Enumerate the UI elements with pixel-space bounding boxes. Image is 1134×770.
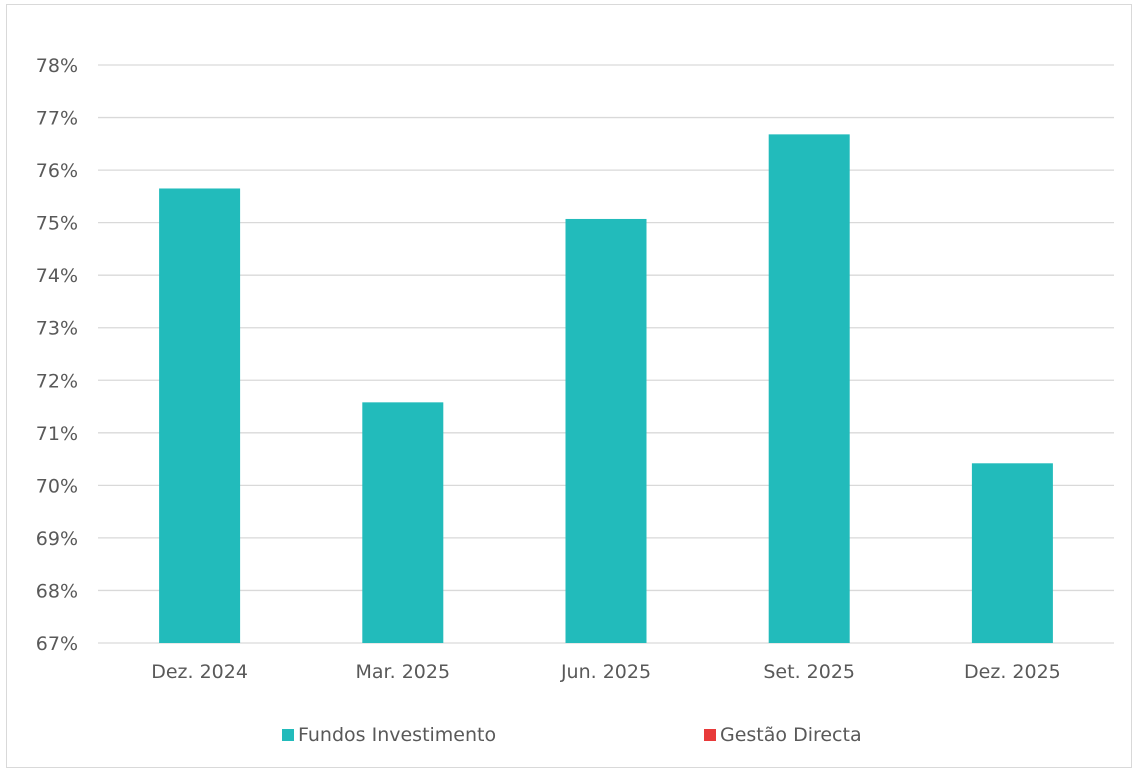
legend-swatch-fundos-investimento: [282, 729, 294, 741]
y-tick-label: 71%: [36, 423, 78, 445]
legend-swatch-gestao-directa: [704, 729, 716, 741]
bar-jun-2025: [565, 218, 647, 643]
y-axis-tick-labels: 67% 68% 69% 70% 71% 72% 73% 74% 75% 76% 77% 78%: [36, 55, 78, 655]
x-tick-label: Jun. 2025: [560, 661, 651, 683]
bar-dez-2025: [971, 463, 1053, 643]
y-tick-label: 68%: [36, 580, 78, 602]
legend-label-fundos-investimento: Fundos Investimento: [298, 724, 497, 746]
x-tick-label: Dez. 2025: [964, 661, 1061, 683]
y-tick-label: 67%: [36, 633, 78, 655]
bar-dez-2024: [159, 188, 241, 643]
x-tick-label: Set. 2025: [763, 661, 855, 683]
x-tick-label: Mar. 2025: [356, 661, 451, 683]
y-tick-label: 77%: [36, 108, 78, 130]
legend-item-gestao-directa: Gestão Directa: [704, 720, 862, 750]
y-tick-label: 73%: [36, 318, 78, 340]
bar-mar-2025: [362, 402, 444, 643]
y-tick-label: 72%: [36, 370, 78, 392]
legend-item-fundos-investimento: Fundos Investimento: [282, 720, 496, 750]
bars: [159, 134, 1053, 644]
legend: Fundos Investimento Gestão Directa: [0, 720, 1134, 750]
x-tick-label: Dez. 2024: [151, 661, 248, 683]
y-tick-label: 70%: [36, 475, 78, 497]
y-tick-label: 74%: [36, 265, 78, 287]
y-tick-label: 76%: [36, 160, 78, 182]
bar-set-2025: [768, 134, 850, 644]
legend-label-gestao-directa: Gestão Directa: [720, 724, 862, 746]
y-tick-label: 69%: [36, 528, 78, 550]
y-tick-label: 78%: [36, 55, 78, 77]
x-axis-tick-labels: Dez. 2024 Mar. 2025 Jun. 2025 Set. 2025 Dez.…: [151, 661, 1061, 683]
y-tick-label: 75%: [36, 213, 78, 235]
